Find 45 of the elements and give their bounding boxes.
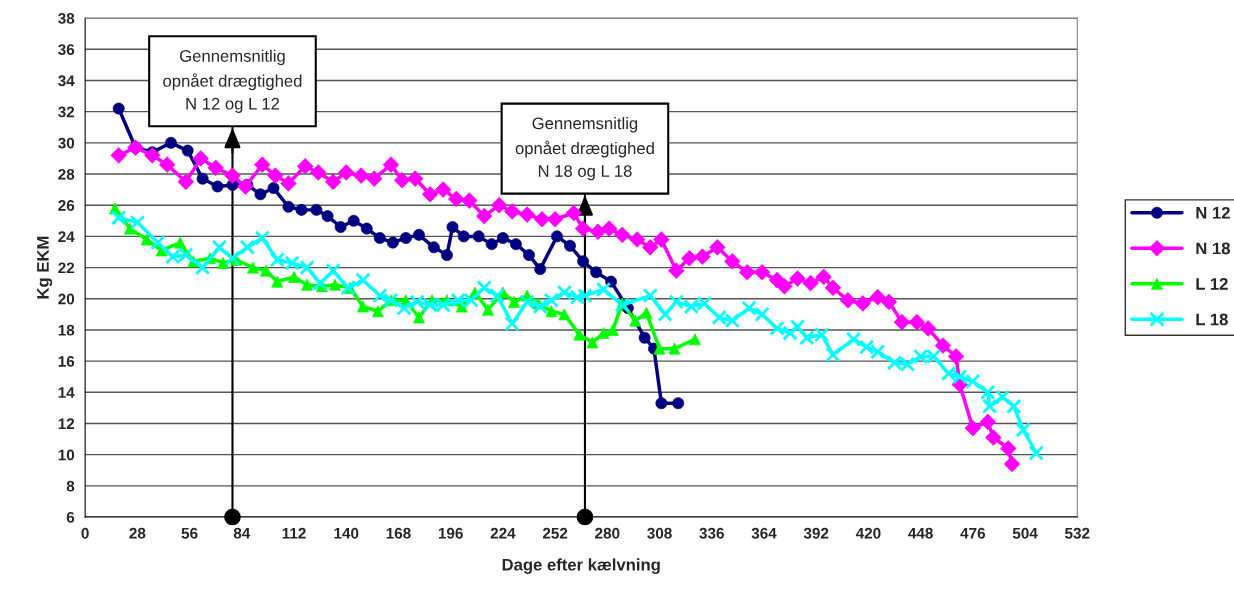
legend-label: N 18 [1196,242,1230,255]
y-tick-label: 22 [58,262,75,274]
x-tick-label: 476 [960,527,986,539]
y-tick-label: 32 [58,106,75,118]
x-tick-label: 28 [129,527,146,539]
y-tick-label: 8 [66,480,75,492]
x-tick-label: 504 [1012,527,1038,539]
legend-label: L 12 [1196,278,1228,290]
y-tick-label: 28 [58,168,75,180]
x-tick-label: 84 [233,527,251,539]
y-tick-label: 30 [58,137,75,149]
x-tick-label: 308 [647,527,672,539]
x-axis-title: Dage efter kælvning [502,558,660,574]
x-tick-label: 532 [1065,527,1090,539]
y-tick-label: 6 [66,511,75,523]
y-tick-label: 20 [58,293,75,305]
y-tick-label: 26 [58,200,75,211]
y-tick-label: 36 [58,44,75,56]
y-tick-label: 24 [58,231,75,242]
x-tick-label: 140 [334,527,359,539]
ref-line-label: Gennemsnitlig opnået drægtighed N 12 og L 12 [163,49,302,113]
x-tick-label: 112 [282,527,306,539]
y-tick-label: 10 [58,449,75,461]
y-tick-label: 38 [58,12,75,24]
y-tick-label: 34 [58,75,75,87]
x-tick-label: 364 [751,527,777,539]
y-tick-label: 14 [58,387,75,398]
x-tick-label: 0 [81,527,89,539]
x-tick-label: 280 [595,527,620,539]
y-tick-label: 18 [58,324,75,336]
x-tick-label: 252 [542,527,568,539]
x-tick-label: 56 [181,527,198,539]
x-tick-label: 168 [386,527,411,539]
y-tick-label: 16 [58,355,75,367]
legend-label: N 12 [1196,206,1230,219]
y-tick-label: 12 [58,418,75,430]
x-tick-label: 392 [803,527,829,539]
x-tick-label: 448 [908,527,933,539]
legend-label: L 18 [1196,313,1228,326]
x-tick-label: 336 [699,527,724,539]
x-tick-label: 224 [490,527,516,539]
ref-line-label: Gennemsnitlig opnået drægtighed N 18 og L 18 [515,116,654,181]
y-axis-title: Kg EKM [37,236,53,299]
x-tick-label: 196 [438,527,463,539]
x-tick-label: 420 [855,527,881,539]
